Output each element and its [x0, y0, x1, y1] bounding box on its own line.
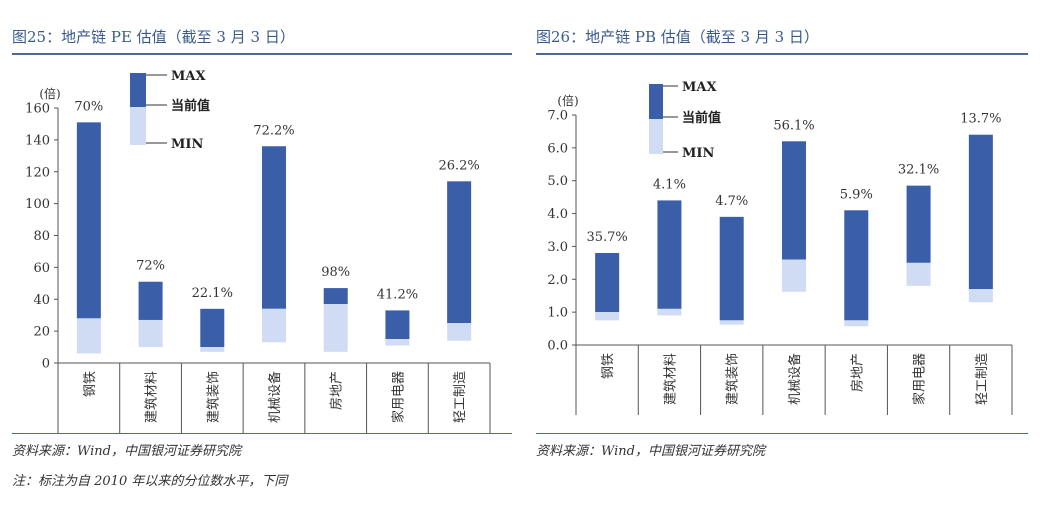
bar-lower-1 [595, 312, 620, 321]
legend-max-label: MAX [171, 69, 206, 84]
percentile-label: 56.1% [773, 118, 814, 133]
title-rule-pe [12, 53, 512, 55]
y-tick-label: 7.0 [547, 109, 568, 124]
y-tick-label: 100 [25, 197, 50, 212]
y-tick-label: 5.0 [547, 174, 568, 189]
legend-max-label: MAX [682, 80, 717, 95]
y-unit-label: (倍) [557, 93, 578, 108]
y-tick-label: 1.0 [547, 306, 568, 321]
source-pb: 资料来源：Wind，中国银河证券研究院 [536, 444, 765, 459]
bar-lower-7 [968, 289, 993, 303]
bar-lower-5 [844, 320, 869, 327]
category-label: 建筑材料 [662, 353, 678, 405]
legend-current-label: 当前值 [171, 98, 210, 114]
category-label: 建筑装饰 [205, 371, 221, 423]
bar-lower-5 [323, 304, 348, 352]
legend-min-label: MIN [171, 137, 203, 152]
percentile-label: 5.9% [840, 187, 873, 202]
chart-title-pe: 图25：地产链 PE 估值（截至 3 月 3 日） [12, 28, 295, 46]
title-rule-pb [536, 53, 1028, 55]
bar-upper-2 [657, 200, 682, 309]
percentile-label: 32.1% [898, 163, 939, 178]
bar-lower-2 [657, 308, 682, 316]
footnote: 注：标注为自 2010 年以来的分位数水平，下同 [12, 474, 288, 489]
bar-upper-4 [262, 146, 286, 309]
y-tick-label: 6.0 [547, 141, 568, 156]
percentile-label: 4.7% [715, 194, 748, 209]
legend-swatch-upper [130, 73, 146, 107]
y-tick-label: 160 [25, 102, 50, 117]
y-unit-label: (倍) [39, 86, 60, 101]
category-label: 家用电器 [390, 371, 406, 423]
bar-lower-3 [200, 347, 225, 352]
y-tick-label: 4.0 [547, 207, 568, 222]
bar-upper-5 [323, 288, 348, 305]
bar-lower-6 [906, 262, 931, 286]
category-label: 钢铁 [601, 353, 616, 379]
source-rule-pe [12, 433, 512, 434]
bar-lower-7 [447, 323, 472, 341]
pe-chart: 0 20 40 60 80 100 120 140 160(倍) 70% 钢铁 72% 建筑材料 22.1… [25, 69, 491, 433]
percentile-label: 26.2% [438, 158, 479, 173]
category-label: 建筑材料 [144, 371, 160, 423]
percentile-label: 70% [74, 99, 103, 114]
y-tick-label: 20 [33, 325, 50, 340]
category-label: 机械设备 [267, 371, 283, 423]
bar-upper-6 [906, 185, 931, 263]
y-tick-label: 3.0 [547, 240, 568, 255]
y-tick-label: 0 [42, 357, 50, 372]
percentile-label: 72.2% [253, 123, 294, 138]
bar-upper-2 [138, 281, 163, 320]
bar-upper-4 [782, 141, 806, 260]
source-pe: 资料来源：Wind，中国银河证券研究院 [12, 444, 241, 459]
y-tick-label: 120 [25, 165, 50, 180]
category-label: 房地产 [849, 353, 865, 392]
bar-upper-1 [76, 122, 101, 319]
category-label: 房地产 [329, 371, 345, 410]
category-label: 家用电器 [912, 353, 928, 405]
category-label: 机械设备 [787, 353, 803, 405]
legend-min-label: MIN [682, 146, 714, 161]
percentile-label: 72% [136, 259, 165, 274]
legend-current-label: 当前值 [682, 110, 721, 126]
category-label: 钢铁 [83, 371, 98, 397]
bar-lower-3 [719, 320, 744, 325]
y-tick-label: 2.0 [547, 273, 568, 288]
y-tick-label: 0.0 [547, 339, 568, 354]
bar-lower-2 [138, 319, 163, 348]
bar-lower-1 [76, 318, 101, 354]
category-label: 轻工制造 [975, 353, 990, 405]
source-rule-pb [536, 433, 1028, 434]
y-tick-label: 40 [33, 293, 50, 308]
bar-upper-7 [968, 134, 993, 290]
bar-upper-3 [200, 308, 225, 348]
percentile-label: 4.1% [653, 177, 686, 192]
category-label: 轻工制造 [453, 371, 468, 423]
percentile-label: 35.7% [586, 230, 627, 245]
bar-upper-1 [595, 253, 620, 313]
bar-lower-4 [262, 308, 286, 343]
y-tick-label: 140 [25, 133, 50, 148]
pb-chart: 0.0 1.0 2.0 3.0 4.0 5.0 6.0 7.0(倍) 35.7% 钢铁 4.1% 建筑… [547, 80, 1013, 415]
bar-upper-5 [844, 210, 869, 321]
legend-swatch-lower [130, 107, 146, 145]
y-tick-label: 60 [33, 261, 50, 276]
percentile-label: 13.7% [960, 112, 1001, 127]
percentile-label: 22.1% [192, 286, 233, 301]
chart-title-pb: 图26：地产链 PB 估值（截至 3 月 3 日） [536, 28, 819, 46]
y-tick-label: 80 [33, 229, 50, 244]
category-label: 建筑装饰 [725, 353, 741, 405]
bar-upper-7 [447, 181, 472, 324]
percentile-label: 41.2% [377, 287, 418, 302]
bar-upper-3 [719, 216, 744, 321]
bar-lower-4 [782, 259, 806, 292]
percentile-label: 98% [321, 265, 350, 280]
legend-swatch-lower [649, 119, 663, 154]
legend-swatch-upper [649, 84, 663, 119]
bar-upper-6 [385, 310, 410, 340]
bar-lower-6 [385, 339, 410, 346]
